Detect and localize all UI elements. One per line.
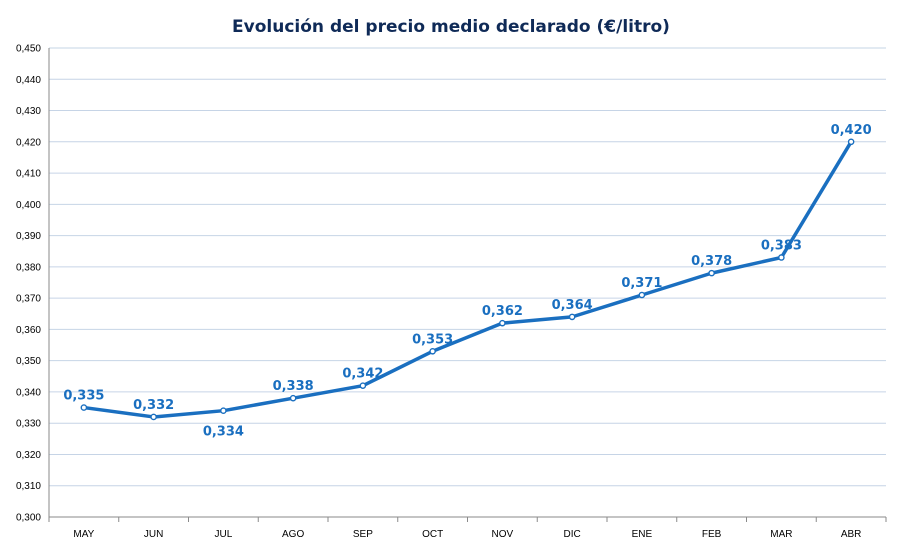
- data-point: [80, 404, 88, 411]
- x-tick-label: JUL: [214, 529, 232, 540]
- y-tick-label: 0,430: [16, 106, 41, 117]
- x-axis-ticks: MAY JUN JUL AGO SEP OCT NOV DIC ENE FEB MAR ABR: [73, 529, 861, 540]
- x-tick-label: MAY: [73, 529, 94, 540]
- y-tick-label: 0,350: [16, 356, 41, 367]
- data-label: 0,334: [203, 425, 244, 440]
- data-point: [568, 313, 576, 321]
- data-label: 0,338: [273, 379, 314, 394]
- chart-title: Evolución del precio medio declarado (€/…: [232, 17, 670, 37]
- data-point: [499, 319, 506, 327]
- data-point: [289, 394, 297, 402]
- y-tick-label: 0,410: [16, 169, 41, 180]
- y-tick-label: 0,320: [16, 450, 41, 461]
- data-point: [708, 269, 715, 277]
- x-tick-label: AGO: [282, 529, 304, 540]
- data-points: [80, 138, 855, 421]
- data-point: [429, 347, 436, 355]
- data-point: [638, 291, 646, 299]
- data-point: [847, 138, 855, 146]
- x-tick-label: ENE: [632, 529, 653, 540]
- y-tick-label: 0,360: [16, 325, 41, 336]
- data-label: 0,335: [63, 389, 104, 404]
- data-label: 0,353: [412, 332, 453, 347]
- y-tick-label: 0,450: [16, 44, 41, 55]
- data-label: 0,332: [133, 398, 174, 413]
- y-tick-label: 0,390: [16, 231, 41, 242]
- x-tick-label: OCT: [422, 529, 443, 540]
- data-label: 0,371: [621, 276, 662, 291]
- series-line-group: [82, 140, 853, 419]
- data-label: 0,378: [691, 254, 732, 269]
- series-line: [82, 140, 853, 419]
- x-tick-label: FEB: [702, 529, 722, 540]
- x-tick-label: JUN: [144, 529, 163, 540]
- data-point: [220, 407, 227, 414]
- data-label: 0,420: [831, 123, 872, 138]
- y-tick-label: 0,380: [16, 262, 41, 273]
- y-tick-label: 0,440: [16, 75, 41, 86]
- x-tick-label: MAR: [770, 529, 792, 540]
- data-label: 0,383: [761, 238, 802, 253]
- y-axis-ticks: 0,300 0,310 0,320 0,330 0,340 0,350 0,360 0,370…: [16, 44, 41, 524]
- data-point: [359, 382, 367, 389]
- x-tick-label: SEP: [353, 529, 373, 540]
- data-point: [778, 254, 785, 261]
- x-tick-label: ABR: [841, 529, 862, 540]
- data-point: [150, 413, 157, 421]
- x-tick-label: NOV: [492, 529, 514, 540]
- y-tick-label: 0,420: [16, 137, 41, 148]
- data-label: 0,362: [482, 304, 523, 319]
- data-labels: 0,335 0,332 0,334 0,338 0,342 0,353 0,362 0,364…: [63, 123, 871, 440]
- x-tick-label: DIC: [564, 529, 581, 540]
- y-tick-label: 0,310: [16, 481, 41, 492]
- gridlines: [49, 47, 886, 487]
- y-tick-label: 0,300: [16, 513, 41, 524]
- y-tick-label: 0,340: [16, 387, 41, 398]
- y-tick-label: 0,370: [16, 294, 41, 305]
- axes: [48, 48, 887, 522]
- data-label: 0,364: [552, 298, 593, 313]
- data-label: 0,342: [342, 367, 383, 382]
- y-tick-label: 0,330: [16, 419, 41, 430]
- y-tick-label: 0,400: [16, 200, 41, 211]
